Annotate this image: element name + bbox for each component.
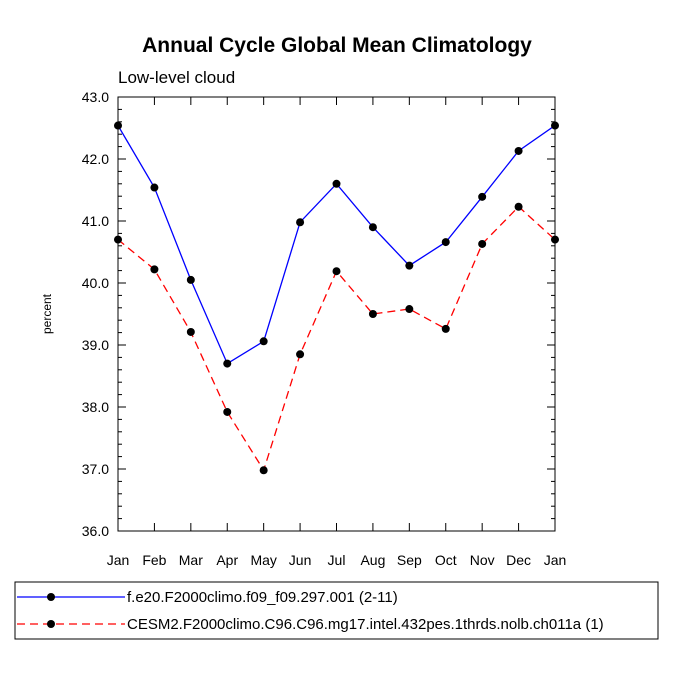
legend-label-2: CESM2.F2000climo.C96.C96.mg17.intel.432p… — [127, 616, 604, 633]
x-tick-label: May — [250, 552, 276, 568]
series-2-point — [551, 235, 559, 244]
series-1-point — [150, 183, 159, 192]
series-2-point — [150, 265, 159, 274]
series-1-point — [514, 146, 523, 155]
x-tick-label: Jun — [289, 552, 312, 568]
series-1-point — [114, 121, 122, 130]
series-2-point — [114, 235, 122, 244]
series-2-point — [186, 327, 195, 336]
legend-label-1: f.e20.F2000climo.f09_f09.297.001 (2-11) — [127, 589, 398, 606]
x-tick-label: Dec — [506, 552, 531, 568]
series-1-point — [441, 238, 450, 247]
chart-subtitle: Low-level cloud — [118, 68, 235, 87]
series-2-point — [259, 466, 268, 475]
legend-swatch-marker-1 — [47, 593, 55, 601]
y-tick-label: 42.0 — [82, 151, 109, 167]
series-1-point — [223, 359, 232, 368]
series-1-point — [368, 223, 377, 232]
series-1-point — [296, 218, 305, 227]
series-1-point — [405, 261, 414, 270]
axis-ticks: 36.0 37.0 38.0 39.0 40.0 41.0 42.0 43.0 Jan Feb Ma… — [82, 89, 567, 568]
plot-frame — [117, 96, 556, 532]
x-tick-label: Jan — [544, 552, 567, 568]
x-tick-label: Oct — [435, 552, 457, 568]
series-2 — [114, 202, 559, 475]
x-tick-label: Mar — [179, 552, 203, 568]
legend-box — [14, 581, 659, 640]
y-axis-label: percent — [40, 293, 54, 334]
y-tick-label: 40.0 — [82, 275, 109, 291]
y-tick-label: 38.0 — [82, 399, 109, 415]
series-1-line — [117, 124, 556, 365]
y-tick-label: 41.0 — [82, 213, 109, 229]
y-tick-label: 36.0 — [82, 523, 109, 539]
y-tick-label: 39.0 — [82, 337, 109, 353]
x-tick-label: Sep — [397, 552, 422, 568]
series-2-point — [441, 324, 450, 333]
x-tick-label: Aug — [360, 552, 385, 568]
series-layer — [114, 121, 559, 475]
series-1-point — [551, 121, 559, 130]
series-2-point — [478, 239, 487, 248]
series-2-point — [514, 202, 523, 211]
y-tick-label: 43.0 — [82, 89, 109, 105]
x-tick-label: Apr — [216, 552, 238, 568]
series-2-point — [223, 407, 232, 416]
x-tick-label: Jul — [328, 552, 346, 568]
series-1 — [114, 121, 559, 368]
series-1-point — [259, 337, 268, 346]
x-tick-label: Nov — [470, 552, 495, 568]
legend: f.e20.F2000climo.f09_f09.297.001 (2-11) C… — [17, 589, 604, 633]
series-1-point — [332, 179, 341, 188]
series-1-point — [478, 192, 487, 201]
chart-title: Annual Cycle Global Mean Climatology — [142, 34, 532, 57]
x-tick-label: Feb — [142, 552, 166, 568]
series-2-point — [332, 267, 341, 276]
series-2-point — [296, 350, 305, 359]
legend-swatch-marker-2 — [47, 620, 55, 628]
series-2-point — [368, 310, 377, 318]
x-tick-label: Jan — [107, 552, 130, 568]
y-tick-label: 37.0 — [82, 461, 109, 477]
series-2-line — [117, 205, 556, 472]
series-2-point — [405, 305, 414, 314]
series-1-point — [186, 275, 195, 284]
